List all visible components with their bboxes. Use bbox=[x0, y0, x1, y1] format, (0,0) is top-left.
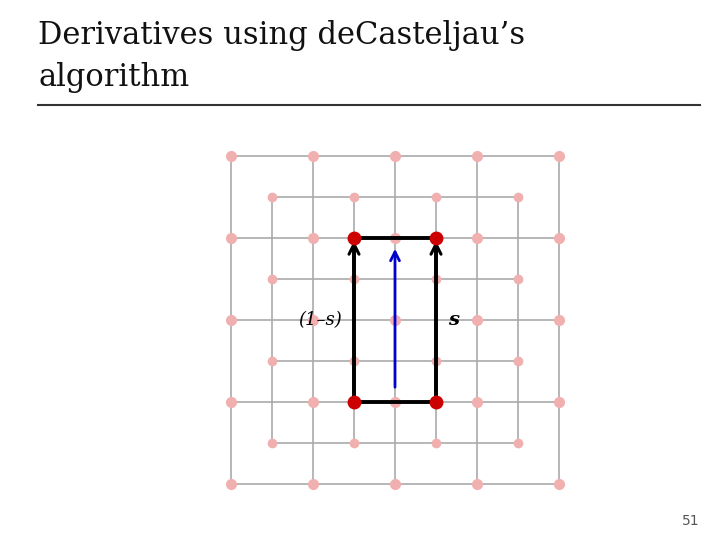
Text: (1–s): (1–s) bbox=[298, 311, 342, 329]
Text: 51: 51 bbox=[683, 514, 700, 528]
Text: s: s bbox=[448, 311, 459, 329]
Text: Derivatives using deCasteljau’s: Derivatives using deCasteljau’s bbox=[38, 20, 525, 51]
Text: algorithm: algorithm bbox=[38, 62, 189, 93]
